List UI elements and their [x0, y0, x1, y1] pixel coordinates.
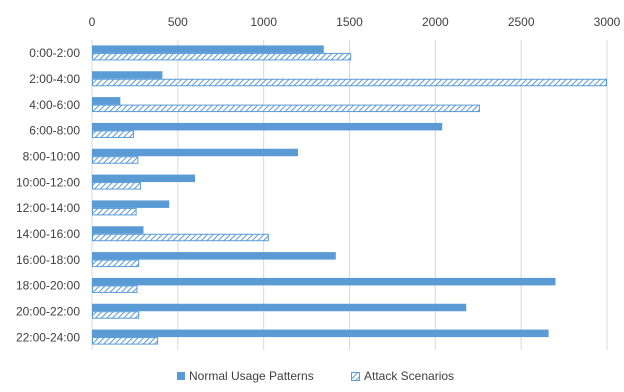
category-label: 8:00-10:00 — [23, 149, 81, 163]
bar-normal-usage — [92, 71, 163, 79]
category-label: 20:00-22:00 — [16, 304, 80, 318]
legend-swatch-normal-usage — [177, 372, 185, 380]
category-label: 16:00-18:00 — [16, 253, 80, 267]
bar-attack-scenario — [92, 337, 159, 345]
category-label: 6:00-8:00 — [29, 124, 80, 138]
bar-attack-scenario — [92, 311, 140, 319]
category-label: 12:00-14:00 — [16, 201, 80, 215]
bar-normal-usage — [92, 174, 195, 183]
bar-normal-usage — [92, 329, 549, 338]
x-tick-label: 2500 — [508, 15, 535, 29]
bar-normal-usage — [92, 122, 443, 131]
bar-normal-usage — [92, 252, 336, 260]
bar-normal-usage — [92, 45, 324, 53]
gridlines — [91, 40, 608, 350]
x-tick-label: 3000 — [594, 15, 621, 29]
bar-normal-usage — [92, 200, 170, 208]
x-tick-label: 500 — [168, 15, 188, 29]
x-axis-ticks: 0 500 1000 1500 2000 2500 3000 — [89, 15, 621, 29]
category-label: 2:00-4:00 — [29, 72, 80, 86]
x-tick-label: 1500 — [336, 15, 363, 29]
category-label: 18:00-20:00 — [16, 279, 80, 293]
bar-attack-scenario — [92, 156, 139, 164]
bar-normal-usage — [92, 97, 121, 105]
bar-attack-scenario — [92, 78, 607, 87]
category-label: 22:00-24:00 — [16, 330, 80, 344]
bar-normal-usage — [92, 148, 298, 157]
legend: Normal Usage Patterns Attack Scenarios — [177, 369, 454, 383]
category-label: 10:00-12:00 — [16, 175, 80, 189]
legend-label-normal-usage: Normal Usage Patterns — [189, 369, 314, 383]
category-label: 14:00-16:00 — [16, 227, 80, 241]
x-tick-label: 1000 — [250, 15, 277, 29]
bar-normal-usage — [92, 303, 467, 312]
legend-label-attack-scenarios: Attack Scenarios — [364, 369, 454, 383]
bar-attack-scenario — [92, 130, 135, 138]
y-axis-categories: 0:00-2:00 2:00-4:00 4:00-6:00 6:00-8:00 8:00… — [16, 46, 80, 344]
bar-attack-scenario — [92, 207, 137, 216]
bar-attack-scenario — [92, 285, 138, 293]
bar-attack-scenario — [92, 52, 352, 61]
bar-attack-scenario — [92, 259, 140, 268]
bar-normal-usage — [92, 226, 144, 234]
bar-attack-scenario — [92, 233, 269, 242]
bar-normal-usage — [92, 277, 556, 286]
x-tick-label: 2000 — [422, 15, 449, 29]
bars — [92, 45, 607, 345]
category-label: 0:00-2:00 — [29, 46, 80, 60]
bar-attack-scenario — [92, 104, 480, 113]
legend-swatch-attack-scenarios — [351, 372, 360, 381]
x-tick-label: 0 — [89, 15, 96, 29]
category-label: 4:00-6:00 — [29, 98, 80, 112]
bar-attack-scenario — [92, 182, 141, 190]
